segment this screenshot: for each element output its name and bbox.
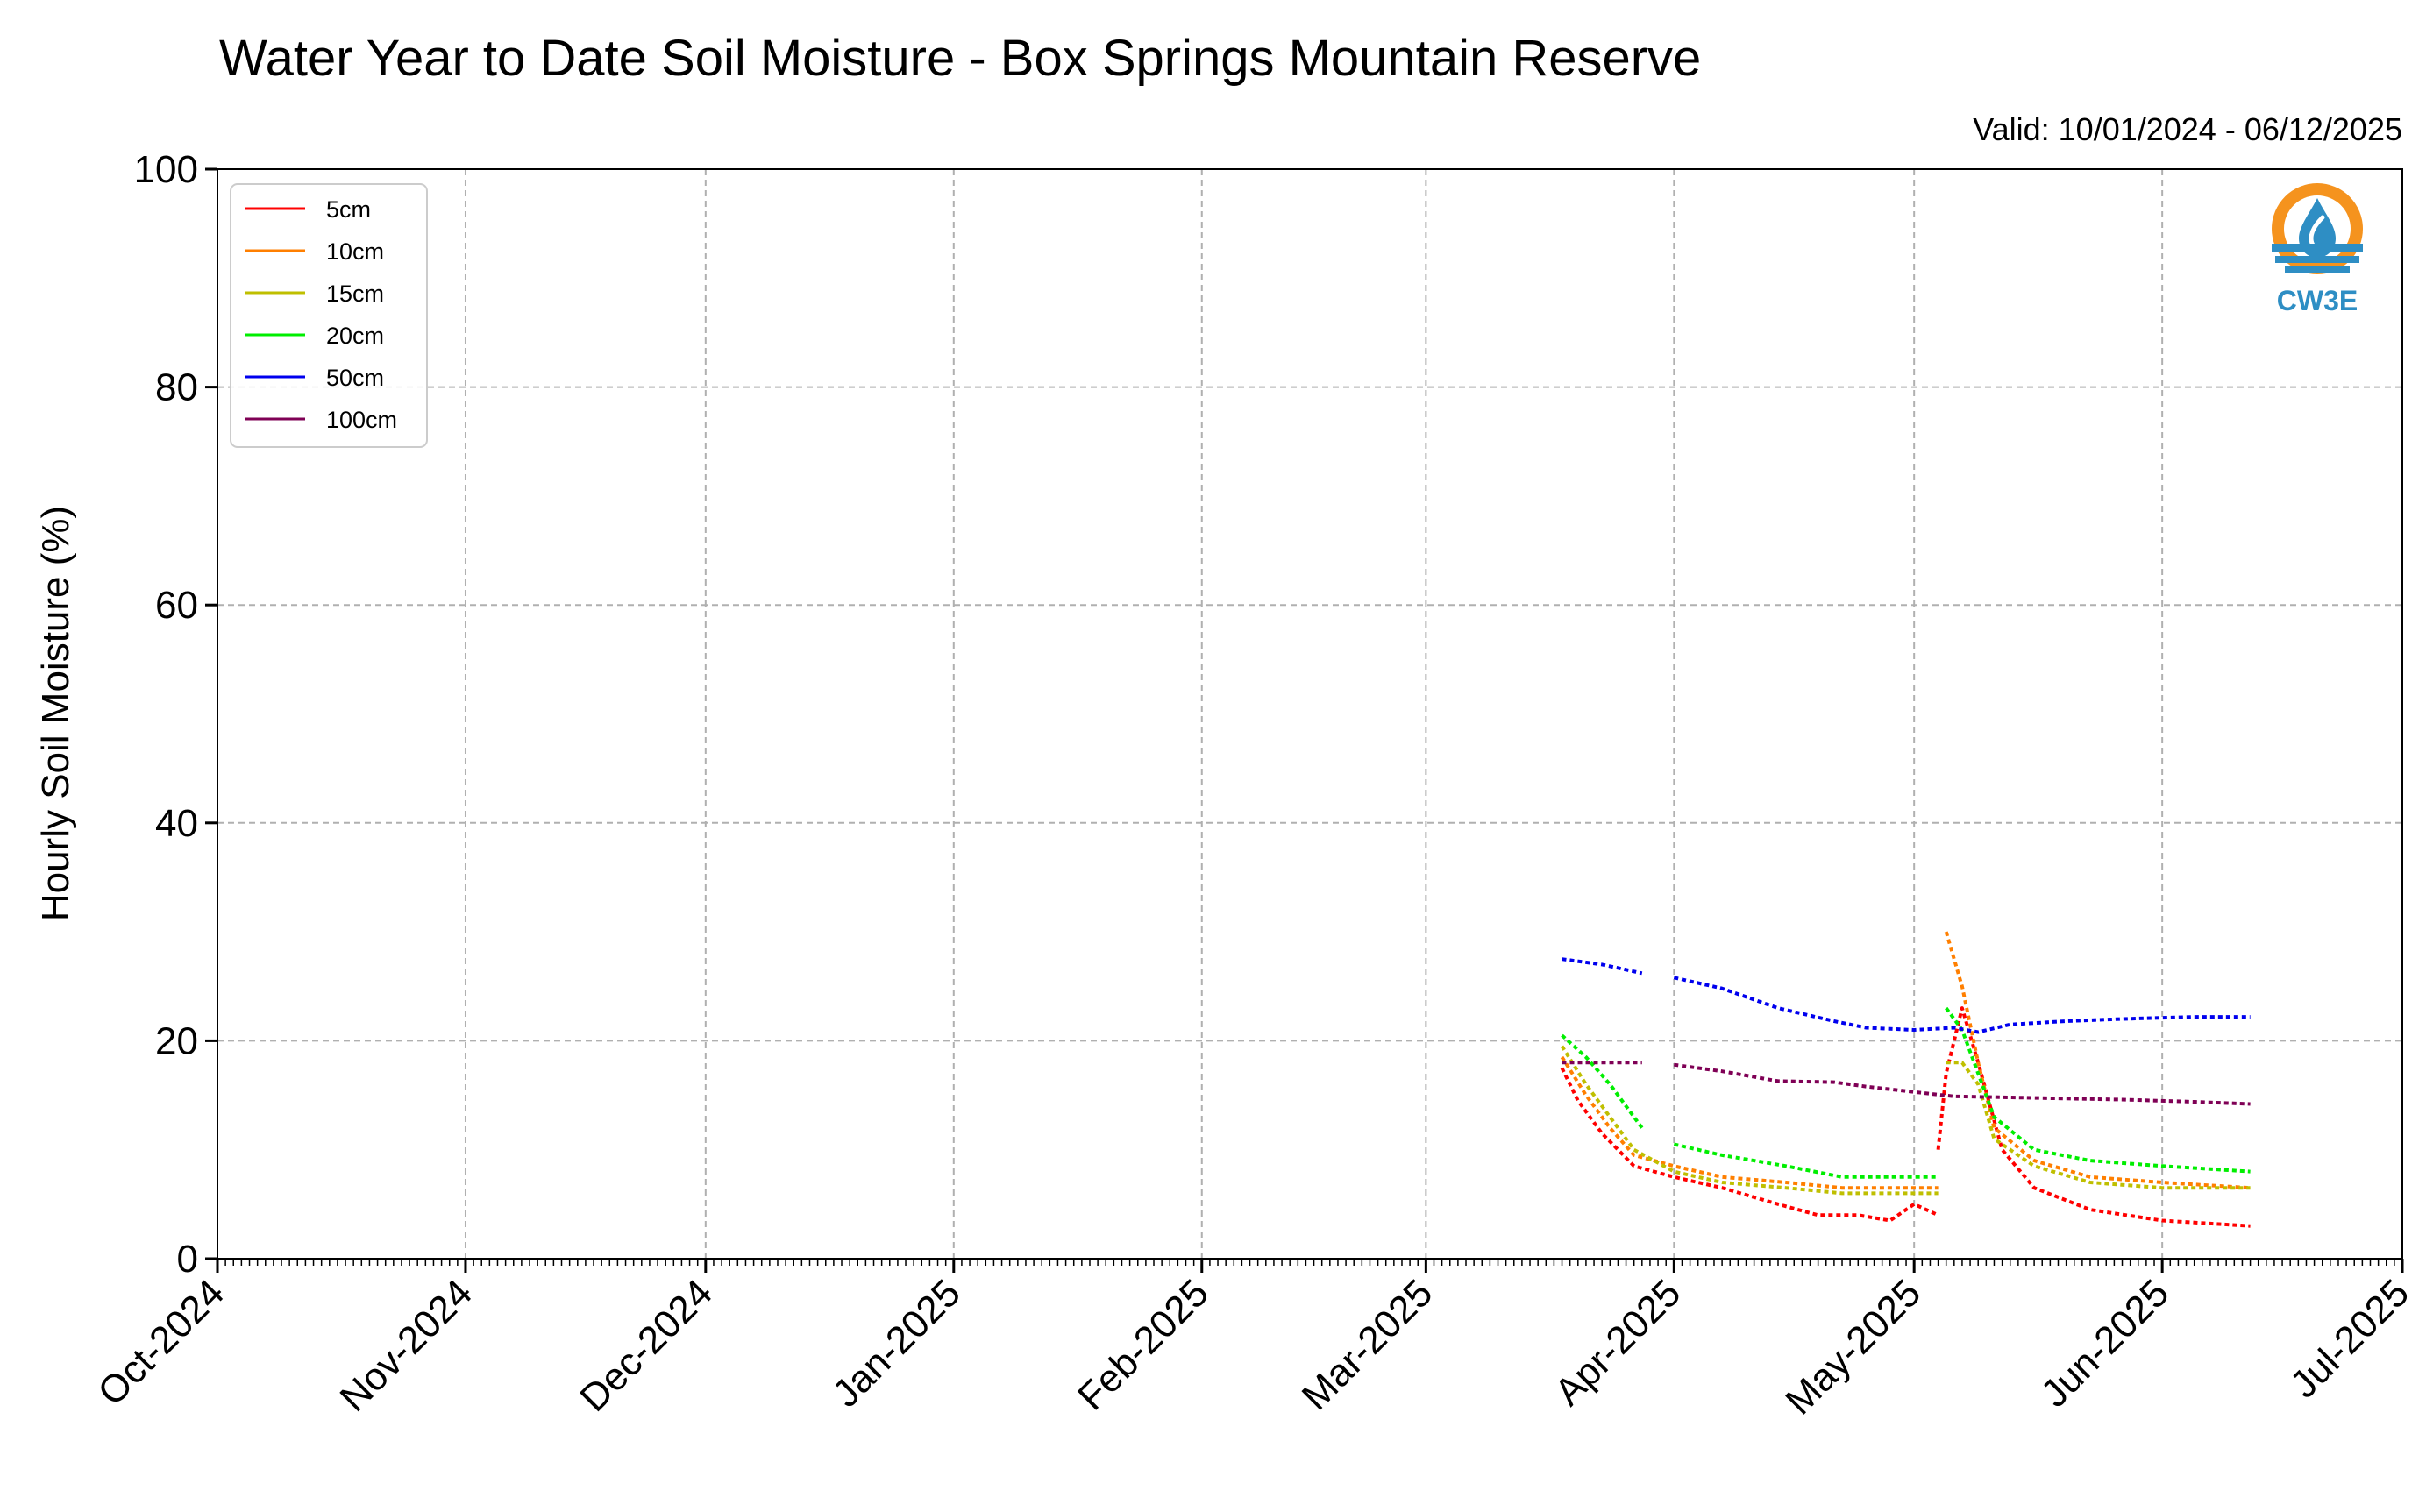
series-line-15cm	[1560, 1045, 2251, 1196]
legend-label-50cm: 50cm	[326, 365, 384, 391]
y-tick-label: 80	[155, 366, 198, 409]
grid-lines	[217, 169, 2402, 1259]
y-axis-label: Hourly Soil Moisture (%)	[34, 506, 77, 921]
cw3e-logo-text: CW3E	[2277, 285, 2358, 316]
y-tick-label: 20	[155, 1019, 198, 1062]
legend-label-10cm: 10cm	[326, 238, 384, 265]
legend: 5cm 10cm 15cm 20cm 50cm 100cm	[230, 183, 428, 448]
cw3e-logo: CW3E	[2272, 183, 2363, 316]
series-line-5cm	[1560, 1006, 2251, 1228]
series-lines	[1560, 931, 2251, 1228]
y-tick-label: 0	[177, 1238, 198, 1281]
y-tick-label: 100	[134, 148, 198, 191]
plot-area-frame	[217, 168, 2403, 1260]
legend-label-20cm: 20cm	[326, 323, 384, 349]
legend-label-100cm: 100cm	[326, 407, 397, 433]
y-tick-label: 40	[155, 802, 198, 845]
chart-title: Water Year to Date Soil Moisture - Box S…	[219, 30, 1701, 87]
series-line-20cm	[1561, 1006, 2251, 1179]
legend-label-5cm: 5cm	[326, 196, 371, 223]
y-tick-label: 60	[155, 584, 198, 627]
legend-label-15cm: 15cm	[326, 280, 384, 307]
cw3e-logo-icon	[2272, 183, 2363, 274]
chart-subtitle: Valid: 10/01/2024 - 06/12/2025	[1973, 111, 2402, 147]
series-line-10cm	[1560, 931, 2251, 1190]
series-line-100cm	[1562, 1061, 2251, 1106]
series-line-50cm	[1562, 957, 2251, 1034]
